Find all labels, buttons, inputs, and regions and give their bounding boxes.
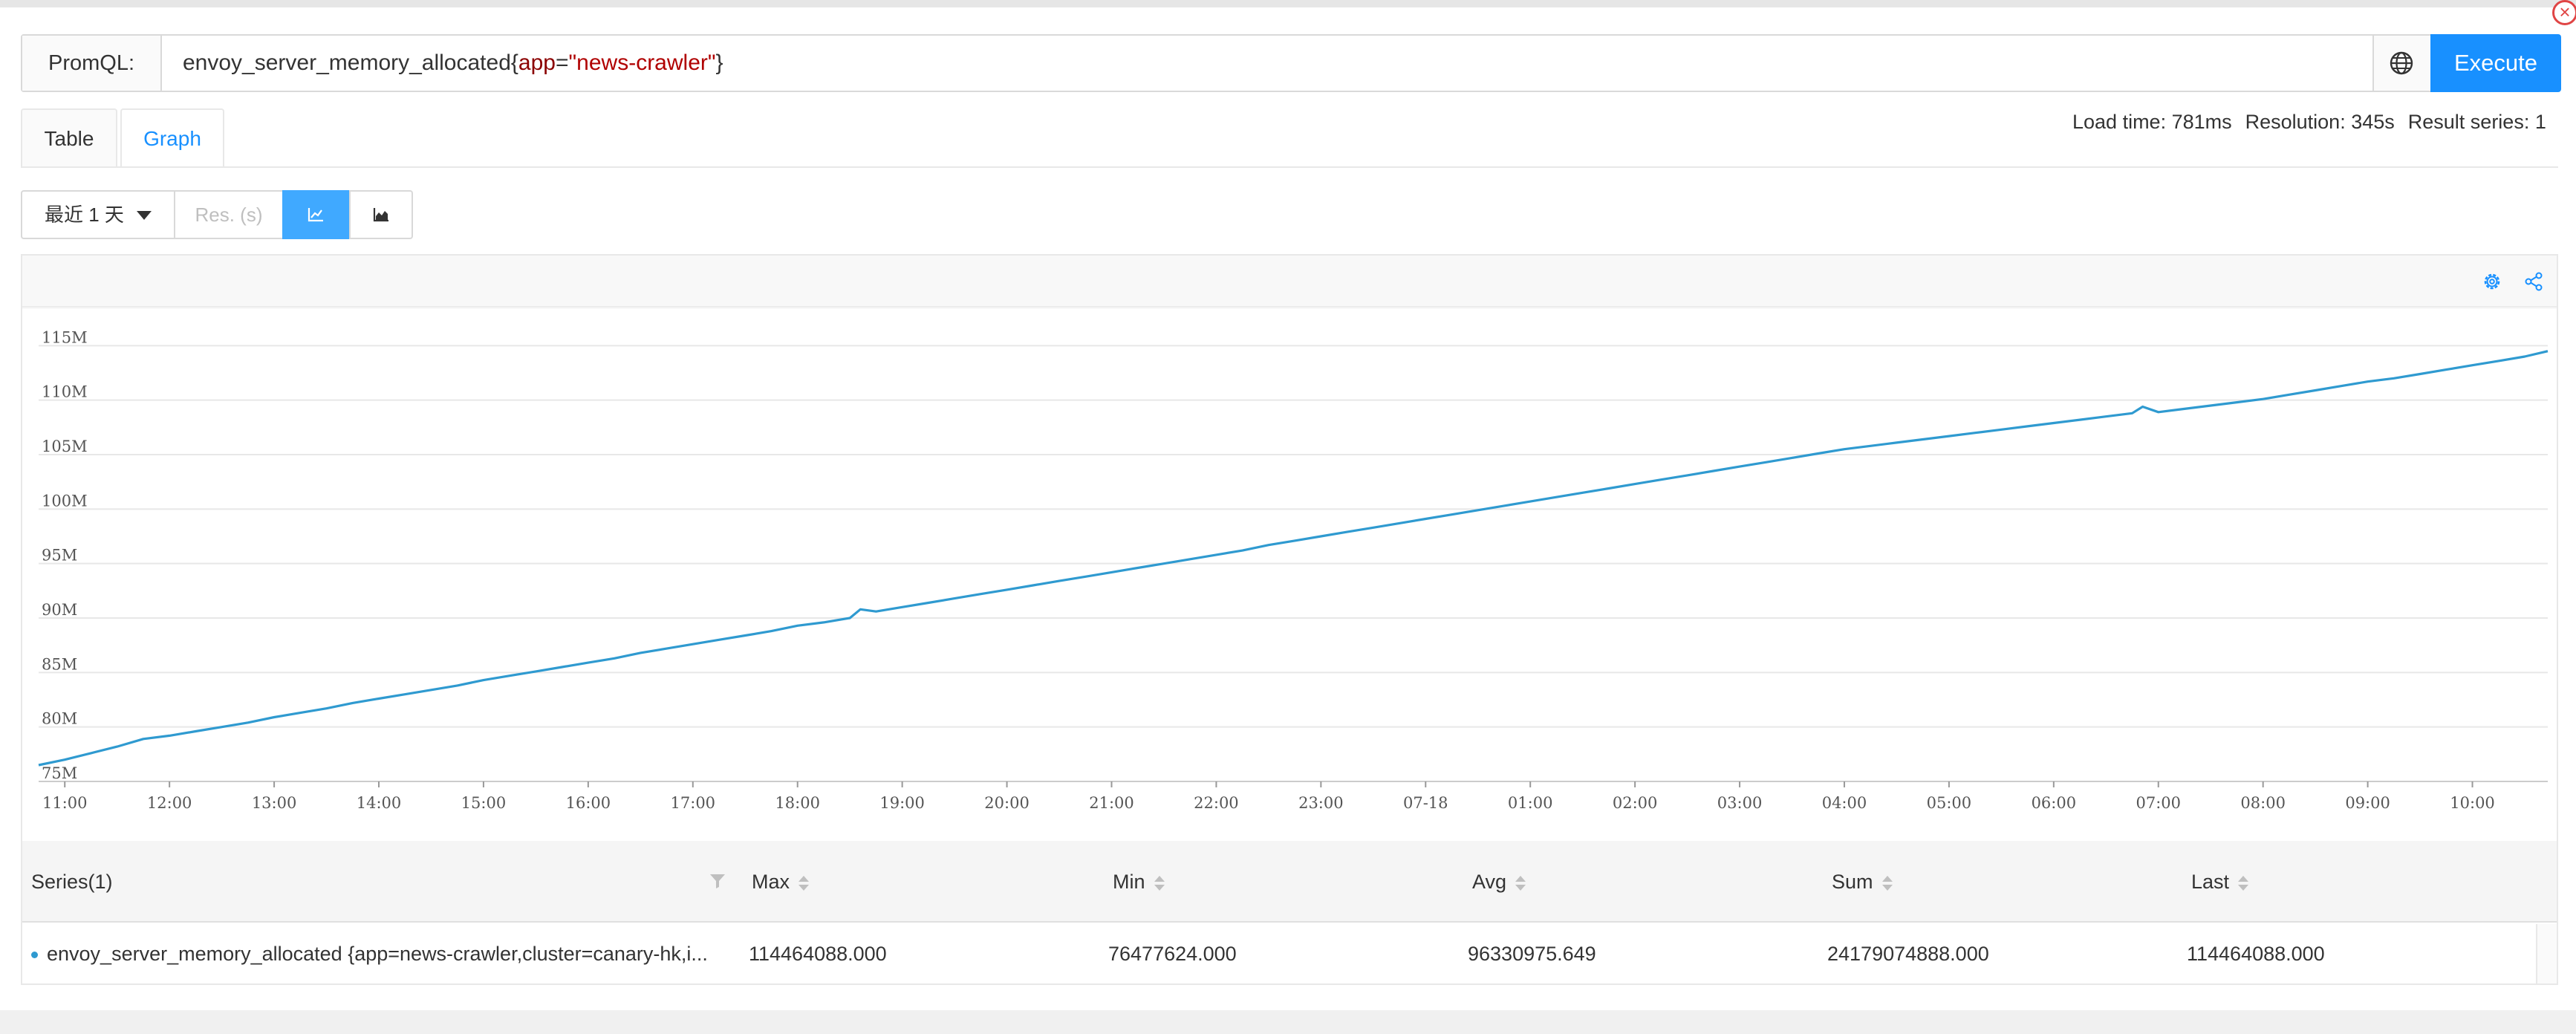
x-tick-label: 11:00 — [42, 794, 88, 812]
graph-panel: 75M 80M 85M 90M 95M 100M 105M 110M 115M 11:00 12:0… — [21, 254, 2558, 841]
x-tick-label: 21:00 — [1089, 794, 1134, 812]
gear-icon[interactable] — [2481, 270, 2503, 293]
tab-divider — [21, 166, 2558, 168]
x-tick-label: 07:00 — [2136, 794, 2181, 812]
header-series[interactable]: Series(1) — [31, 841, 113, 923]
globe-button[interactable] — [2372, 36, 2429, 91]
x-tick-label: 05:00 — [1927, 794, 1972, 812]
x-tick-label: 10:00 — [2450, 794, 2495, 812]
y-tick-label: 110M — [42, 383, 88, 401]
header-min-label: Min — [1113, 871, 1145, 893]
resolution-input[interactable]: Res. (s) — [175, 190, 284, 239]
x-tick-label: 03:00 — [1717, 794, 1763, 812]
close-icon[interactable]: × — [2552, 0, 2576, 25]
line-chart-icon — [308, 208, 323, 222]
y-tick-label: 85M — [42, 655, 77, 673]
header-sum[interactable]: Sum — [1832, 841, 1893, 923]
line-chart-button[interactable] — [282, 190, 349, 239]
sort-icon — [1515, 874, 1526, 892]
header-max[interactable]: Max — [752, 841, 810, 923]
caret-down-icon — [137, 211, 152, 220]
sum-cell: 24179074888.000 — [1827, 943, 1989, 965]
tab-graph[interactable]: Graph — [120, 108, 224, 168]
avg-cell: 96330975.649 — [1468, 943, 1596, 965]
y-tick-label: 75M — [42, 764, 77, 782]
x-tick-label: 09:00 — [2345, 794, 2390, 812]
y-tick-label: 115M — [42, 328, 88, 346]
query-label-value: "news-crawler" — [568, 51, 716, 75]
x-tick-label: 18:00 — [775, 794, 820, 812]
query-metric: envoy_server_memory_allocated — [183, 51, 511, 75]
area-chart-icon — [373, 208, 388, 222]
area-chart-button[interactable] — [349, 190, 413, 239]
x-tick-label: 15:00 — [461, 794, 507, 812]
series-color-dot — [31, 952, 38, 959]
x-tick-label: 13:00 — [252, 794, 297, 812]
promql-label: PromQL: — [22, 36, 162, 91]
x-tick-label: 02:00 — [1613, 794, 1658, 812]
y-tick-label: 105M — [42, 438, 88, 455]
sort-icon — [799, 874, 810, 892]
sort-icon — [2238, 874, 2249, 892]
query-input[interactable]: envoy_server_memory_allocated{app="news-… — [183, 36, 723, 91]
y-tick-label: 95M — [42, 547, 77, 565]
max-cell: 114464088.000 — [749, 943, 887, 965]
query-open-brace: { — [510, 51, 518, 75]
chart-area[interactable]: 75M 80M 85M 90M 95M 100M 105M 110M 115M 11:00 12:0… — [22, 309, 2557, 841]
x-tick-label: 16:00 — [566, 794, 611, 812]
tab-table[interactable]: Table — [21, 108, 117, 168]
last-cell: 114464088.000 — [2187, 943, 2325, 965]
x-tick-label: 19:00 — [879, 794, 925, 812]
x-tick-label: 06:00 — [2032, 794, 2077, 812]
table-header: Series(1) Max Min Avg Sum Last — [22, 841, 2557, 923]
result-series: Result series: 1 — [2407, 111, 2546, 133]
y-tick-label: 90M — [42, 601, 77, 619]
header-min[interactable]: Min — [1113, 841, 1165, 923]
top-strip — [0, 0, 2576, 7]
x-tick-label: 23:00 — [1298, 794, 1344, 812]
execute-button[interactable]: Execute — [2430, 34, 2561, 92]
x-tick-label: 07-18 — [1403, 794, 1448, 812]
load-time: Load time: 781ms — [2072, 111, 2232, 133]
filter-icon[interactable] — [709, 872, 726, 890]
x-tick-label: 01:00 — [1508, 794, 1553, 812]
header-last-label: Last — [2191, 871, 2230, 893]
header-last[interactable]: Last — [2191, 841, 2249, 923]
range-select-label: 最近 1 天 — [45, 204, 124, 226]
sort-icon — [1881, 874, 1893, 892]
x-tick-label: 04:00 — [1822, 794, 1867, 812]
globe-icon — [2390, 51, 2413, 75]
series-table: Series(1) Max Min Avg Sum Last envoy_ser… — [21, 841, 2558, 985]
memory-line-chart: 75M 80M 85M 90M 95M 100M 105M 110M 115M 11:00 12:0… — [38, 328, 2549, 812]
header-sum-label: Sum — [1832, 871, 1873, 893]
series-cell: envoy_server_memory_allocated {app=news-… — [31, 924, 744, 983]
resolution: Resolution: 345s — [2245, 111, 2395, 133]
series-line — [38, 350, 2549, 767]
x-tick-label: 17:00 — [671, 794, 716, 812]
x-tick-label: 08:00 — [2240, 794, 2286, 812]
graph-toolbar — [22, 256, 2557, 308]
y-tick-label: 100M — [42, 492, 88, 510]
query-meta: Load time: 781ms Resolution: 345s Result s… — [2072, 108, 2560, 135]
query-eq: = — [555, 51, 569, 75]
x-tick-label: 14:00 — [357, 794, 402, 812]
table-row[interactable]: envoy_server_memory_allocated {app=news-… — [22, 924, 2557, 983]
min-cell: 76477624.000 — [1108, 943, 1237, 965]
sort-icon — [1154, 874, 1165, 892]
query-label-key: app — [518, 51, 556, 75]
header-max-label: Max — [752, 871, 790, 893]
query-bar: PromQL: envoy_server_memory_allocated{ap… — [21, 34, 2561, 92]
header-avg-label: Avg — [1472, 871, 1507, 893]
x-tick-label: 22:00 — [1194, 794, 1239, 812]
table-scrollbar[interactable] — [2536, 924, 2557, 983]
series-name: envoy_server_memory_allocated {app=news-… — [47, 943, 708, 965]
header-series-label: Series(1) — [31, 871, 113, 893]
share-icon[interactable] — [2523, 270, 2545, 293]
header-avg[interactable]: Avg — [1472, 841, 1526, 923]
range-select[interactable]: 最近 1 天 — [21, 190, 175, 239]
query-close-brace: } — [715, 51, 723, 75]
y-tick-label: 80M — [42, 710, 77, 728]
x-tick-label: 20:00 — [984, 794, 1030, 812]
x-tick-label: 12:00 — [147, 794, 192, 812]
